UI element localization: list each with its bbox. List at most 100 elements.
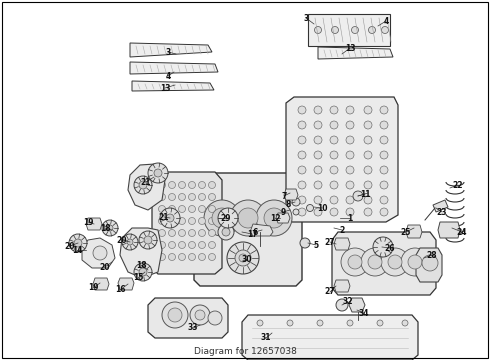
Circle shape bbox=[198, 253, 205, 261]
Text: 27: 27 bbox=[325, 238, 335, 247]
Text: 4: 4 bbox=[383, 17, 389, 26]
Text: 26: 26 bbox=[385, 243, 395, 252]
Text: 21: 21 bbox=[141, 177, 151, 186]
Circle shape bbox=[256, 200, 292, 236]
Circle shape bbox=[298, 121, 306, 129]
Circle shape bbox=[364, 106, 372, 114]
Circle shape bbox=[139, 181, 147, 189]
Polygon shape bbox=[130, 62, 218, 74]
Text: 1: 1 bbox=[347, 213, 353, 222]
Polygon shape bbox=[250, 224, 273, 236]
Circle shape bbox=[347, 320, 353, 326]
Circle shape bbox=[189, 206, 196, 212]
Circle shape bbox=[346, 106, 354, 114]
Text: 19: 19 bbox=[88, 284, 98, 292]
Circle shape bbox=[69, 234, 87, 252]
Text: 28: 28 bbox=[427, 251, 437, 260]
Text: 3: 3 bbox=[303, 14, 309, 23]
Circle shape bbox=[314, 136, 322, 144]
Circle shape bbox=[158, 230, 166, 237]
Text: 22: 22 bbox=[453, 180, 463, 189]
Text: 9: 9 bbox=[280, 207, 286, 216]
Polygon shape bbox=[194, 173, 302, 286]
Circle shape bbox=[162, 302, 188, 328]
Circle shape bbox=[368, 255, 382, 269]
Text: Diagram for 12657038: Diagram for 12657038 bbox=[194, 347, 296, 356]
Text: 20: 20 bbox=[100, 262, 110, 271]
Polygon shape bbox=[349, 298, 365, 312]
Circle shape bbox=[158, 181, 166, 189]
Text: 32: 32 bbox=[343, 297, 353, 306]
Polygon shape bbox=[406, 225, 422, 238]
Circle shape bbox=[189, 194, 196, 201]
Circle shape bbox=[158, 194, 166, 201]
Circle shape bbox=[169, 181, 175, 189]
Polygon shape bbox=[334, 280, 350, 292]
Circle shape bbox=[380, 151, 388, 159]
Circle shape bbox=[330, 106, 338, 114]
Circle shape bbox=[198, 242, 205, 248]
Circle shape bbox=[122, 234, 138, 250]
Circle shape bbox=[209, 253, 216, 261]
Circle shape bbox=[198, 217, 205, 225]
Circle shape bbox=[330, 208, 338, 216]
Circle shape bbox=[373, 237, 393, 257]
Circle shape bbox=[377, 320, 383, 326]
Polygon shape bbox=[416, 248, 442, 282]
Circle shape bbox=[380, 166, 388, 174]
Polygon shape bbox=[438, 222, 460, 238]
Text: 25: 25 bbox=[401, 228, 411, 237]
Circle shape bbox=[364, 136, 372, 144]
Text: 34: 34 bbox=[359, 309, 369, 318]
Circle shape bbox=[298, 196, 306, 204]
Circle shape bbox=[198, 194, 205, 201]
Circle shape bbox=[298, 151, 306, 159]
Circle shape bbox=[178, 194, 186, 201]
Circle shape bbox=[238, 208, 258, 228]
Polygon shape bbox=[318, 47, 393, 59]
Polygon shape bbox=[93, 278, 109, 290]
Circle shape bbox=[209, 217, 216, 225]
Circle shape bbox=[209, 194, 216, 201]
Circle shape bbox=[178, 181, 186, 189]
Circle shape bbox=[307, 204, 314, 212]
Circle shape bbox=[158, 217, 166, 225]
Circle shape bbox=[189, 181, 196, 189]
Circle shape bbox=[178, 217, 186, 225]
Circle shape bbox=[209, 181, 216, 189]
Circle shape bbox=[330, 151, 338, 159]
Circle shape bbox=[178, 230, 186, 237]
Text: 19: 19 bbox=[83, 217, 93, 226]
Circle shape bbox=[346, 196, 354, 204]
Polygon shape bbox=[152, 172, 222, 274]
Circle shape bbox=[212, 208, 232, 228]
Circle shape bbox=[314, 106, 322, 114]
Circle shape bbox=[314, 208, 322, 216]
Text: 11: 11 bbox=[360, 189, 370, 198]
Circle shape bbox=[382, 27, 389, 33]
Text: 13: 13 bbox=[160, 84, 170, 93]
Circle shape bbox=[160, 208, 180, 228]
Circle shape bbox=[209, 230, 216, 237]
Polygon shape bbox=[130, 43, 212, 57]
Circle shape bbox=[380, 106, 388, 114]
Text: 18: 18 bbox=[136, 261, 147, 270]
Circle shape bbox=[346, 181, 354, 189]
Text: 29: 29 bbox=[221, 213, 231, 222]
Circle shape bbox=[178, 206, 186, 212]
Circle shape bbox=[134, 176, 152, 194]
Circle shape bbox=[264, 208, 284, 228]
Circle shape bbox=[178, 242, 186, 248]
Circle shape bbox=[336, 299, 348, 311]
Circle shape bbox=[330, 136, 338, 144]
Circle shape bbox=[134, 263, 152, 281]
Circle shape bbox=[189, 217, 196, 225]
Circle shape bbox=[198, 230, 205, 237]
Circle shape bbox=[380, 136, 388, 144]
Circle shape bbox=[209, 206, 216, 212]
Circle shape bbox=[364, 208, 372, 216]
Polygon shape bbox=[242, 315, 418, 360]
Circle shape bbox=[218, 208, 238, 228]
Circle shape bbox=[298, 136, 306, 144]
Circle shape bbox=[209, 242, 216, 248]
